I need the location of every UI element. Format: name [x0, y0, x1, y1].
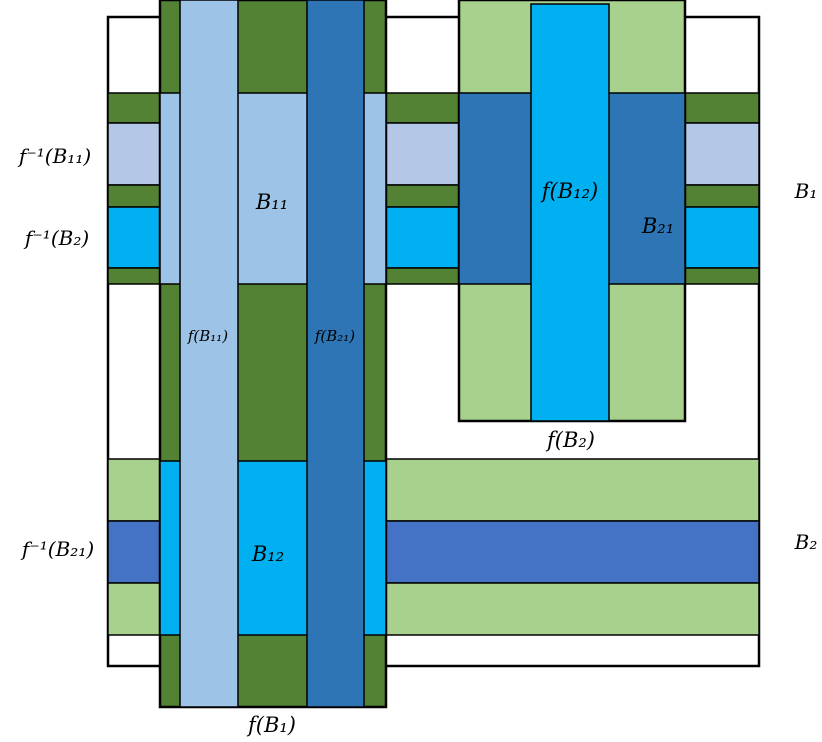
label-f-b1: f(B₁): [246, 713, 296, 737]
label-b11: B₁₁: [255, 190, 288, 214]
f-b11-column: [179, 0, 239, 708]
label-f-inv-b21: f⁻¹(B₂₁): [20, 537, 94, 561]
f-b1-block: [158, 0, 388, 709]
label-b2: B₂: [794, 530, 818, 554]
label-f-b11: f(B₁₁): [187, 327, 228, 345]
label-f-b21: f(B₂₁): [314, 327, 355, 345]
f-b2-block: [457, 0, 687, 423]
label-b12: B₁₂: [251, 542, 284, 566]
f-b21-column: [306, 0, 365, 708]
label-f-inv-b2: f⁻¹(B₂): [23, 226, 89, 250]
label-f-b2: f(B₂): [545, 428, 595, 452]
label-f-inv-b11: f⁻¹(B₁₁): [17, 144, 91, 168]
f-b12-column: [530, 3, 610, 422]
label-b1: B₁: [794, 179, 818, 203]
label-b21: B₂₁: [641, 214, 674, 238]
label-f-b12: f(B₁₂): [540, 179, 598, 203]
